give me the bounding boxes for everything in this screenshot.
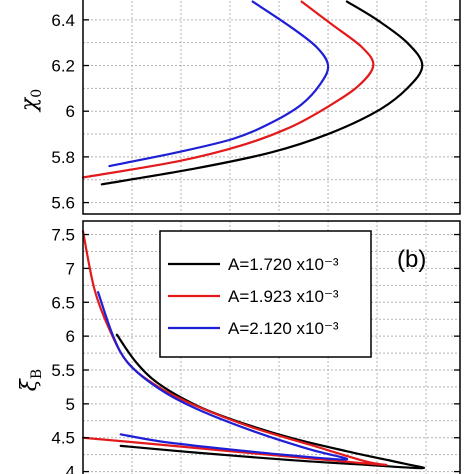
y-tick-label: 5.8 <box>51 148 75 167</box>
y-tick-label: 7.5 <box>51 226 75 245</box>
y-tick-label: 6.5 <box>51 293 75 312</box>
y-tick-label: 5.6 <box>51 194 75 213</box>
series-line-3 <box>108 0 330 168</box>
y-tick-label: 6.2 <box>51 57 75 76</box>
series-line-2 <box>81 0 375 179</box>
y-axis-label: ξB <box>17 369 45 391</box>
legend: A=1.720 x10⁻³ A=1.923 x10⁻³ A=2.120 x10⁻… <box>159 230 372 358</box>
y-tick-labels: 4 4.5 5 5.5 6 6.5 7 7.5 <box>51 226 460 474</box>
y-tick-label: 7 <box>66 259 75 278</box>
legend-entry-1: A=1.720 x10⁻³ <box>168 255 339 274</box>
y-axis-label: χ0 <box>17 89 45 113</box>
chart-panel-xiB: 4 4.5 5 5.5 6 6.5 7 7.5 ξB A=1.720 x10⁻³ A=1.92… <box>17 220 461 474</box>
series-line-3 <box>96 291 349 461</box>
legend-label: A=2.120 x10⁻³ <box>228 319 339 338</box>
y-tick-label: 6 <box>66 327 75 346</box>
series-lines <box>81 230 425 470</box>
y-tick-label: 4 <box>66 463 75 474</box>
y-tick-label: 6 <box>66 102 75 121</box>
y-axis-label-main: χ <box>17 96 42 113</box>
plot-frame <box>82 0 461 215</box>
gridlines <box>83 0 460 214</box>
legend-box <box>159 230 372 358</box>
legend-entry-3: A=2.120 x10⁻³ <box>168 319 339 338</box>
y-tick-label: 6.4 <box>51 11 75 30</box>
y-tick-label: 5.5 <box>51 361 75 380</box>
series-lines <box>81 0 424 186</box>
y-axis-label-subscript: B <box>29 369 45 379</box>
y-axis-label-subscript: 0 <box>29 89 45 98</box>
legend-label: A=1.923 x10⁻³ <box>228 287 339 306</box>
y-tick-label: 5 <box>66 395 75 414</box>
plot-frame <box>82 220 461 474</box>
series-line-1 <box>115 333 425 470</box>
series-line-1 <box>100 0 424 186</box>
legend-label: A=1.720 x10⁻³ <box>228 255 339 274</box>
legend-entry-2: A=1.923 x10⁻³ <box>168 287 339 306</box>
panel-label: (b) <box>397 246 426 273</box>
chart-panel-chi0: 5.6 5.8 6 6.2 6.4 χ0 <box>17 0 461 215</box>
y-axis-label-main: ξ <box>17 377 42 391</box>
y-tick-labels: 5.6 5.8 6 6.2 6.4 <box>51 11 460 213</box>
y-tick-label: 4.5 <box>51 429 75 448</box>
